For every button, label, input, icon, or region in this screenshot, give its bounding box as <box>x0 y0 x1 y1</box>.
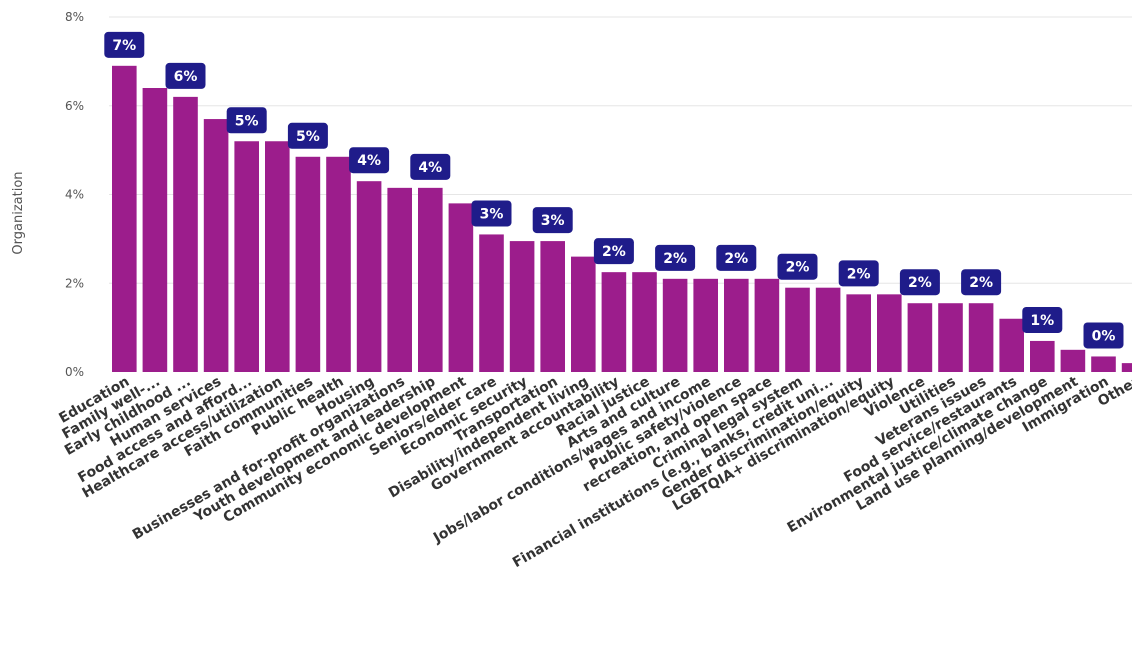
data-label-box <box>287 122 328 149</box>
data-label-text: 3% <box>480 206 504 222</box>
bar <box>265 141 290 372</box>
bar <box>907 303 933 372</box>
bars <box>112 65 1132 372</box>
data-label: 1% <box>1022 306 1063 333</box>
data-label-box <box>349 147 390 174</box>
bar <box>509 241 535 372</box>
bar <box>662 278 688 372</box>
bar <box>540 241 565 372</box>
data-label-box <box>777 253 818 280</box>
data-label: 2% <box>655 244 696 271</box>
data-label-box <box>165 62 206 89</box>
bar <box>295 156 321 372</box>
data-label: 5% <box>287 122 328 149</box>
bar <box>356 181 382 372</box>
bar <box>601 272 627 372</box>
y-tick-label: 4% <box>65 188 84 202</box>
data-label-box <box>655 244 696 271</box>
bar <box>846 294 871 372</box>
data-label-text: 2% <box>908 275 932 291</box>
bar <box>999 318 1024 372</box>
data-label-box <box>532 207 573 234</box>
data-label-box <box>1083 322 1124 349</box>
bar <box>1121 363 1132 372</box>
data-label: 3% <box>532 207 573 234</box>
data-label-box <box>226 107 267 134</box>
data-label-text: 6% <box>174 69 198 85</box>
bar <box>1091 356 1116 372</box>
data-label-text: 7% <box>112 38 136 54</box>
bar <box>387 187 412 372</box>
bar <box>632 272 657 372</box>
data-label-text: 2% <box>724 251 748 267</box>
data-label-box <box>593 238 634 265</box>
bar <box>326 156 351 372</box>
data-label-text: 2% <box>786 260 810 276</box>
data-label-text: 2% <box>969 275 993 291</box>
data-label-text: 2% <box>602 244 626 260</box>
bar <box>938 303 963 372</box>
bar <box>1030 340 1055 372</box>
bar <box>479 234 504 372</box>
data-label-text: 1% <box>1030 313 1054 329</box>
bar <box>112 65 137 372</box>
data-label-text: 0% <box>1092 328 1116 344</box>
bar <box>815 287 841 372</box>
bar <box>203 119 229 372</box>
y-tick-label: 8% <box>65 10 84 24</box>
data-label-text: 4% <box>418 160 442 176</box>
bar <box>785 287 810 372</box>
data-label: 2% <box>777 253 818 280</box>
data-label: 4% <box>349 147 390 174</box>
data-label-box <box>410 153 451 180</box>
data-label-text: 2% <box>663 251 687 267</box>
data-label-box <box>838 260 879 287</box>
y-tick-label: 2% <box>65 276 84 290</box>
bar <box>418 187 443 372</box>
y-tick-label: 6% <box>65 99 84 113</box>
bar <box>448 203 474 372</box>
bar <box>571 256 596 372</box>
data-label: 6% <box>165 62 206 89</box>
data-label-box <box>471 200 512 227</box>
bar <box>173 96 198 372</box>
data-label: 0% <box>1083 322 1124 349</box>
data-label-text: 2% <box>847 266 871 282</box>
y-axis: 0% 2% 4% 6% 8% <box>65 10 84 379</box>
data-label: 2% <box>593 238 634 265</box>
data-label: 2% <box>961 269 1002 296</box>
data-label: 4% <box>410 153 451 180</box>
bar <box>968 303 994 372</box>
data-label-box <box>899 269 940 296</box>
bar <box>142 88 168 372</box>
data-label-text: 4% <box>357 153 381 169</box>
y-tick-label: 0% <box>65 365 84 379</box>
data-label: 2% <box>716 244 757 271</box>
y-axis-title: Organization <box>11 171 26 254</box>
bar <box>724 278 749 372</box>
data-label: 2% <box>838 260 879 287</box>
data-label-text: 5% <box>296 129 320 145</box>
data-label: 3% <box>471 200 512 227</box>
data-label-box <box>961 269 1002 296</box>
bar <box>234 141 259 372</box>
bar <box>754 278 780 372</box>
data-label: 2% <box>899 269 940 296</box>
data-label-box <box>1022 306 1063 333</box>
bar <box>693 278 718 372</box>
bar <box>1060 349 1086 372</box>
data-label: 7% <box>104 31 145 58</box>
data-label: 5% <box>226 107 267 134</box>
data-labels: 7% 6% 5% 5% 4% 4% 3% 3% 2% 2% 2% 2% 2% 2% 2% 1% 0% <box>104 31 1124 349</box>
data-label-text: 3% <box>541 213 565 229</box>
data-label-text: 5% <box>235 113 259 129</box>
bar <box>877 294 902 372</box>
data-label-box <box>104 31 145 58</box>
data-label-box <box>716 244 757 271</box>
